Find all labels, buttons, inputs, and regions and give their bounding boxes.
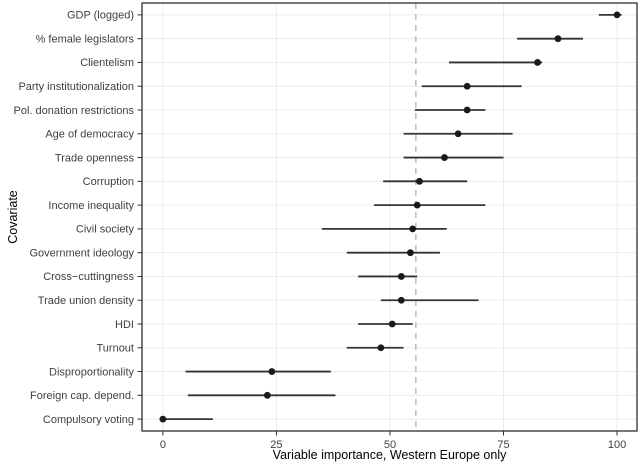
- x-tick-label: 50: [384, 439, 396, 451]
- y-tick-label: Disproportionality: [49, 366, 134, 378]
- data-point: [268, 368, 276, 375]
- y-tick-label: Corruption: [83, 176, 134, 188]
- y-tick-label: Civil society: [76, 224, 135, 236]
- data-point: [406, 249, 414, 257]
- y-tick-label: % female legislators: [36, 33, 135, 45]
- y-tick-label: Trade union density: [38, 295, 135, 307]
- data-point: [263, 391, 271, 399]
- data-point: [441, 154, 448, 161]
- data-point: [416, 177, 423, 185]
- data-point: [454, 130, 462, 138]
- y-tick-label: Cross−cuttingness: [43, 271, 134, 283]
- data-point: [377, 344, 385, 352]
- x-axis-title: Variable importance, Western Europe only: [272, 448, 507, 462]
- y-tick-label: HDI: [115, 319, 134, 331]
- data-point: [409, 225, 417, 233]
- y-tick-label: Compulsory voting: [43, 414, 134, 426]
- data-point: [413, 201, 421, 209]
- y-tick-label: Pol. donation restrictions: [14, 105, 135, 117]
- data-point: [388, 320, 396, 328]
- y-tick-label: Government ideology: [29, 247, 134, 259]
- data-point: [159, 415, 167, 423]
- data-point: [534, 59, 541, 66]
- x-tick-label: 100: [608, 439, 626, 451]
- data-point: [613, 11, 621, 19]
- y-tick-label: Age of democracy: [45, 129, 134, 141]
- y-tick-label: GDP (logged): [67, 10, 134, 22]
- x-tick-label: 0: [160, 439, 166, 451]
- x-tick-label: 75: [497, 439, 509, 451]
- data-point: [463, 106, 471, 114]
- y-axis-title: Covariate: [6, 190, 20, 244]
- y-tick-label: Clientelism: [80, 57, 134, 69]
- y-tick-label: Party institutionalization: [18, 81, 134, 93]
- y-tick-label: Income inequality: [48, 200, 134, 212]
- y-tick-label: Turnout: [96, 343, 134, 355]
- x-tick-label: 25: [270, 439, 282, 451]
- data-point: [397, 296, 405, 304]
- data-point: [554, 35, 562, 43]
- y-tick-label: Trade openness: [55, 152, 135, 164]
- data-point: [463, 82, 471, 90]
- data-point: [397, 273, 405, 280]
- y-tick-label: Foreign cap. depend.: [30, 390, 134, 402]
